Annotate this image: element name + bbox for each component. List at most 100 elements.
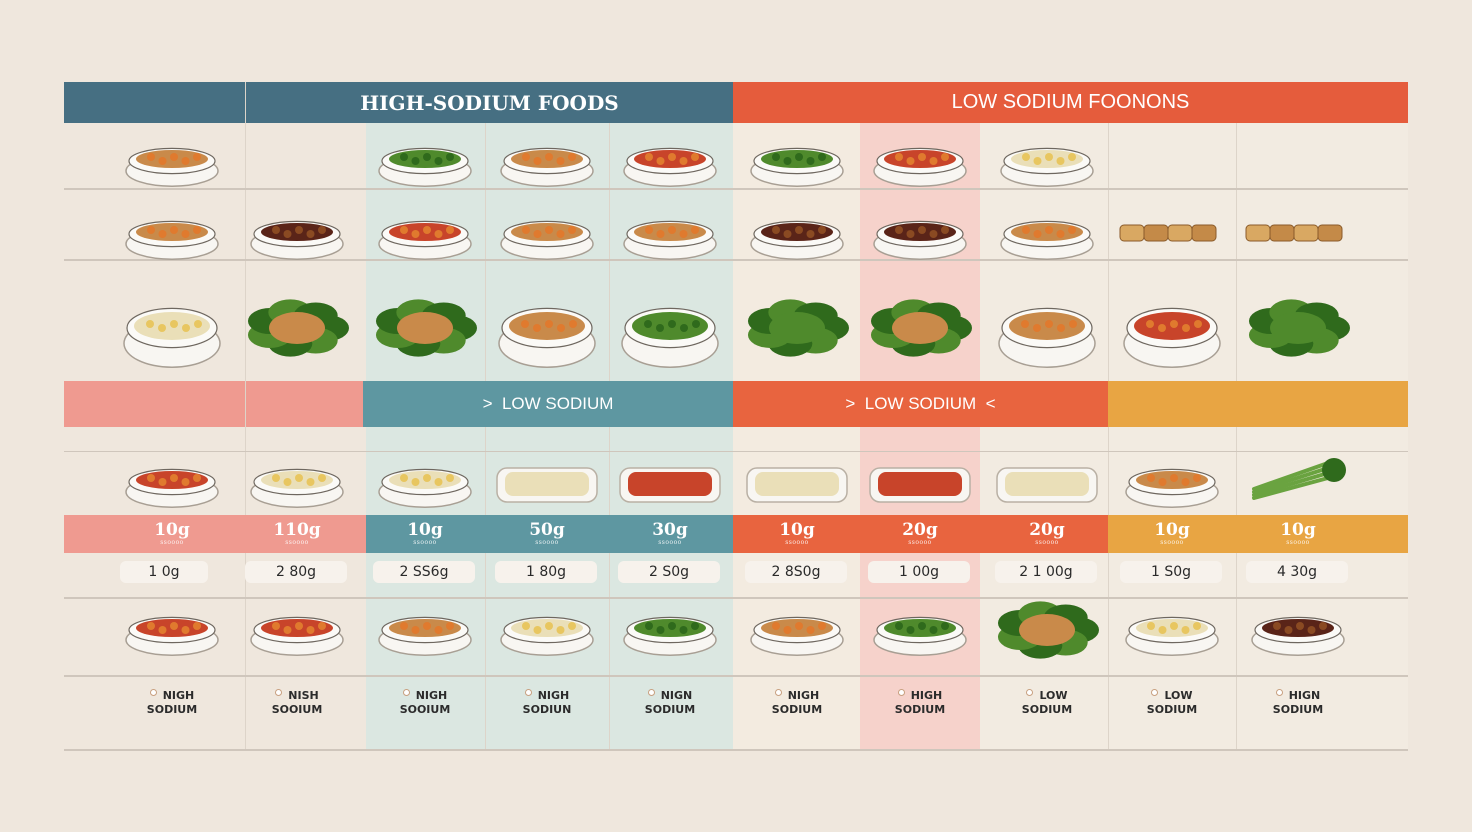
mixed-plate-icon [125, 147, 219, 187]
gravy-bowl-icon [750, 220, 844, 260]
mid-header-salmon-2 [246, 381, 363, 427]
bullet-icon [774, 688, 782, 696]
gram-cell: 10g ssoooo [1122, 517, 1222, 551]
row-divider [64, 597, 1408, 599]
pastry-bowl-icon [1125, 468, 1219, 508]
rice-bowl-icon [378, 468, 472, 508]
sodium-label-line2: SODIUM [771, 703, 823, 716]
sodium-label: NIGH SODIUN [492, 688, 602, 717]
gram-cell: 20g ssoooo [997, 517, 1097, 551]
green-olive-bowl-icon [378, 147, 472, 187]
sodium-label: NIGN SODIUM [615, 688, 725, 717]
crackers-icon [1119, 224, 1217, 242]
sodium-label-line1: NIGH [787, 689, 820, 702]
sodium-label: NIGH SODIUM [742, 688, 852, 717]
cheese-tray-icon [496, 467, 598, 503]
toast-plate-icon [750, 616, 844, 656]
mashed-plate-icon [1000, 147, 1094, 187]
high-sodium-header: HIGH-SODIUM FOODS [246, 82, 733, 123]
gram-cell: 10g ssoooo [375, 517, 475, 551]
gram-value: 10g [1280, 520, 1316, 540]
amount-pill: 4 30g [1246, 561, 1348, 583]
salad-bowl-icon [621, 307, 719, 368]
bread-greens-icon [247, 299, 349, 357]
shrimp-plate-icon [873, 147, 967, 187]
curry-bowl-icon [125, 468, 219, 508]
column-divider [1108, 123, 1109, 750]
amount-pill: 2 8S0g [745, 561, 847, 583]
mid-low-sodium-left: > LOW SODIUM [482, 394, 614, 413]
low-sodium-title: LOW SODIUM FOONONS [951, 91, 1190, 113]
sodium-label-line2: SOOIUM [271, 703, 323, 716]
chicken-bowl-icon [498, 307, 596, 368]
row-divider [64, 259, 1408, 261]
taco-bowl-icon [998, 307, 1096, 368]
sodium-label-line2: SODIUM [146, 703, 198, 716]
tomato-bowl-icon [250, 616, 344, 656]
gram-value: 20g [902, 520, 938, 540]
bullet-icon [524, 688, 532, 696]
bullet-icon [647, 688, 655, 696]
bullet-icon [1275, 688, 1283, 696]
sodium-label: LOW SODIUM [992, 688, 1102, 717]
amount-pill: 1 80g [495, 561, 597, 583]
gram-cell: 10g ssoooo [122, 517, 222, 551]
gram-sub: ssoooo [785, 539, 809, 546]
sodium-label-line2: SODIUM [1146, 703, 1198, 716]
column-divider [1236, 123, 1237, 750]
sodium-label-line1: HIGN [1288, 689, 1321, 702]
celery-icon [1252, 458, 1346, 500]
gram-cell: 110g ssoooo [247, 517, 347, 551]
gram-value: 10g [1154, 520, 1190, 540]
bullet-icon [275, 688, 283, 696]
gram-sub: ssoooo [413, 539, 437, 546]
gram-value: 10g [407, 520, 443, 540]
gram-cell: 10g ssoooo [747, 517, 847, 551]
jerky-bowl-icon [1251, 616, 1345, 656]
sodium-label-line2: SODIUM [1021, 703, 1073, 716]
row-divider [64, 675, 1408, 677]
gram-cell: 10g ssoooo [1248, 517, 1348, 551]
amount-pill: 2 SS6g [373, 561, 475, 583]
sodium-label-line2: SOOIUM [399, 703, 451, 716]
mid-header-salmon-1 [64, 381, 245, 427]
gram-sub: ssoooo [908, 539, 932, 546]
sodium-label-line1: NIGH [415, 689, 448, 702]
gram-value: 30g [652, 520, 688, 540]
sodium-label-line1: NIGH [162, 689, 195, 702]
fried-block-plate-icon [623, 220, 717, 260]
omelet-plate-icon [500, 220, 594, 260]
row-divider [64, 749, 1408, 751]
gram-cell: 50g ssoooo [497, 517, 597, 551]
bullet-icon [149, 688, 157, 696]
sodium-label: NIGH SODIUM [117, 688, 227, 717]
amount-pill: 2 S0g [618, 561, 720, 583]
spinach-icon [747, 299, 849, 357]
steak-plate-icon [873, 220, 967, 260]
sodium-label-line1: NIGH [537, 689, 570, 702]
sodium-label-line1: HIGH [910, 689, 943, 702]
custard-tray-icon [996, 467, 1098, 503]
greens-bowl-icon [997, 601, 1099, 659]
sodium-label: HIGH SODIUM [865, 688, 975, 717]
gram-sub: ssoooo [658, 539, 682, 546]
column-divider [609, 123, 610, 750]
amount-pill: 2 1 00g [995, 561, 1097, 583]
sodium-label: LOW SODIUM [1117, 688, 1227, 717]
bullet-icon [1151, 688, 1159, 696]
amount-pill: 1 0g [120, 561, 208, 583]
beans-bowl-icon [125, 616, 219, 656]
bullet-icon [402, 688, 410, 696]
sodium-label: NIGH SOOIUM [370, 688, 480, 717]
patty-plate-icon [1000, 220, 1094, 260]
mid-header-amber [1108, 381, 1408, 427]
hummus-bowl-icon [1125, 616, 1219, 656]
gram-cell: 20g ssoooo [870, 517, 970, 551]
gram-sub: ssoooo [535, 539, 559, 546]
chicken-greens-icon [870, 299, 972, 357]
mid-low-sodium-right: > LOW SODIUM < [845, 394, 996, 413]
gram-sub: ssoooo [1035, 539, 1059, 546]
veggie-bowl-icon [873, 616, 967, 656]
chili-tray-icon [619, 467, 721, 503]
